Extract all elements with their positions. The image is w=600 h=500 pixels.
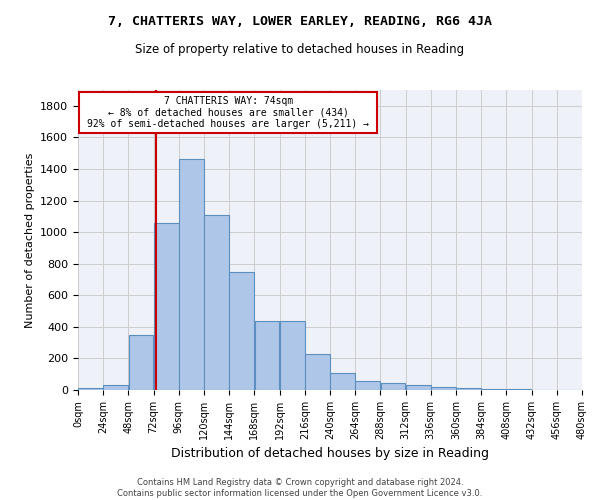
Bar (154, 222, 179, 390)
Bar (406, 386, 431, 390)
Bar (481, 389, 506, 390)
Y-axis label: Number of detached properties: Number of detached properties (25, 152, 35, 328)
Bar (179, 160, 204, 390)
Bar (254, 322, 280, 390)
Text: 7 CHATTERIS WAY: 74sqm
← 8% of detached houses are smaller (434)
92% of semi-det: 7 CHATTERIS WAY: 74sqm ← 8% of detached … (87, 96, 369, 129)
Bar (431, 387, 456, 390)
Text: Contains HM Land Registry data © Crown copyright and database right 2024.
Contai: Contains HM Land Registry data © Crown c… (118, 478, 482, 498)
Bar (330, 372, 355, 390)
Bar (128, 334, 154, 390)
Text: Size of property relative to detached houses in Reading: Size of property relative to detached ho… (136, 42, 464, 56)
Bar (506, 389, 532, 390)
Bar (103, 386, 128, 390)
Bar (78, 388, 103, 390)
Bar (305, 354, 330, 390)
Bar (204, 214, 229, 390)
Text: 7, CHATTERIS WAY, LOWER EARLEY, READING, RG6 4JA: 7, CHATTERIS WAY, LOWER EARLEY, READING,… (108, 15, 492, 28)
Bar (280, 322, 305, 390)
X-axis label: Distribution of detached houses by size in Reading: Distribution of detached houses by size … (171, 448, 489, 460)
Bar (355, 382, 380, 390)
FancyBboxPatch shape (79, 92, 377, 132)
Bar (229, 272, 254, 390)
Bar (380, 383, 406, 390)
Bar (456, 388, 481, 390)
